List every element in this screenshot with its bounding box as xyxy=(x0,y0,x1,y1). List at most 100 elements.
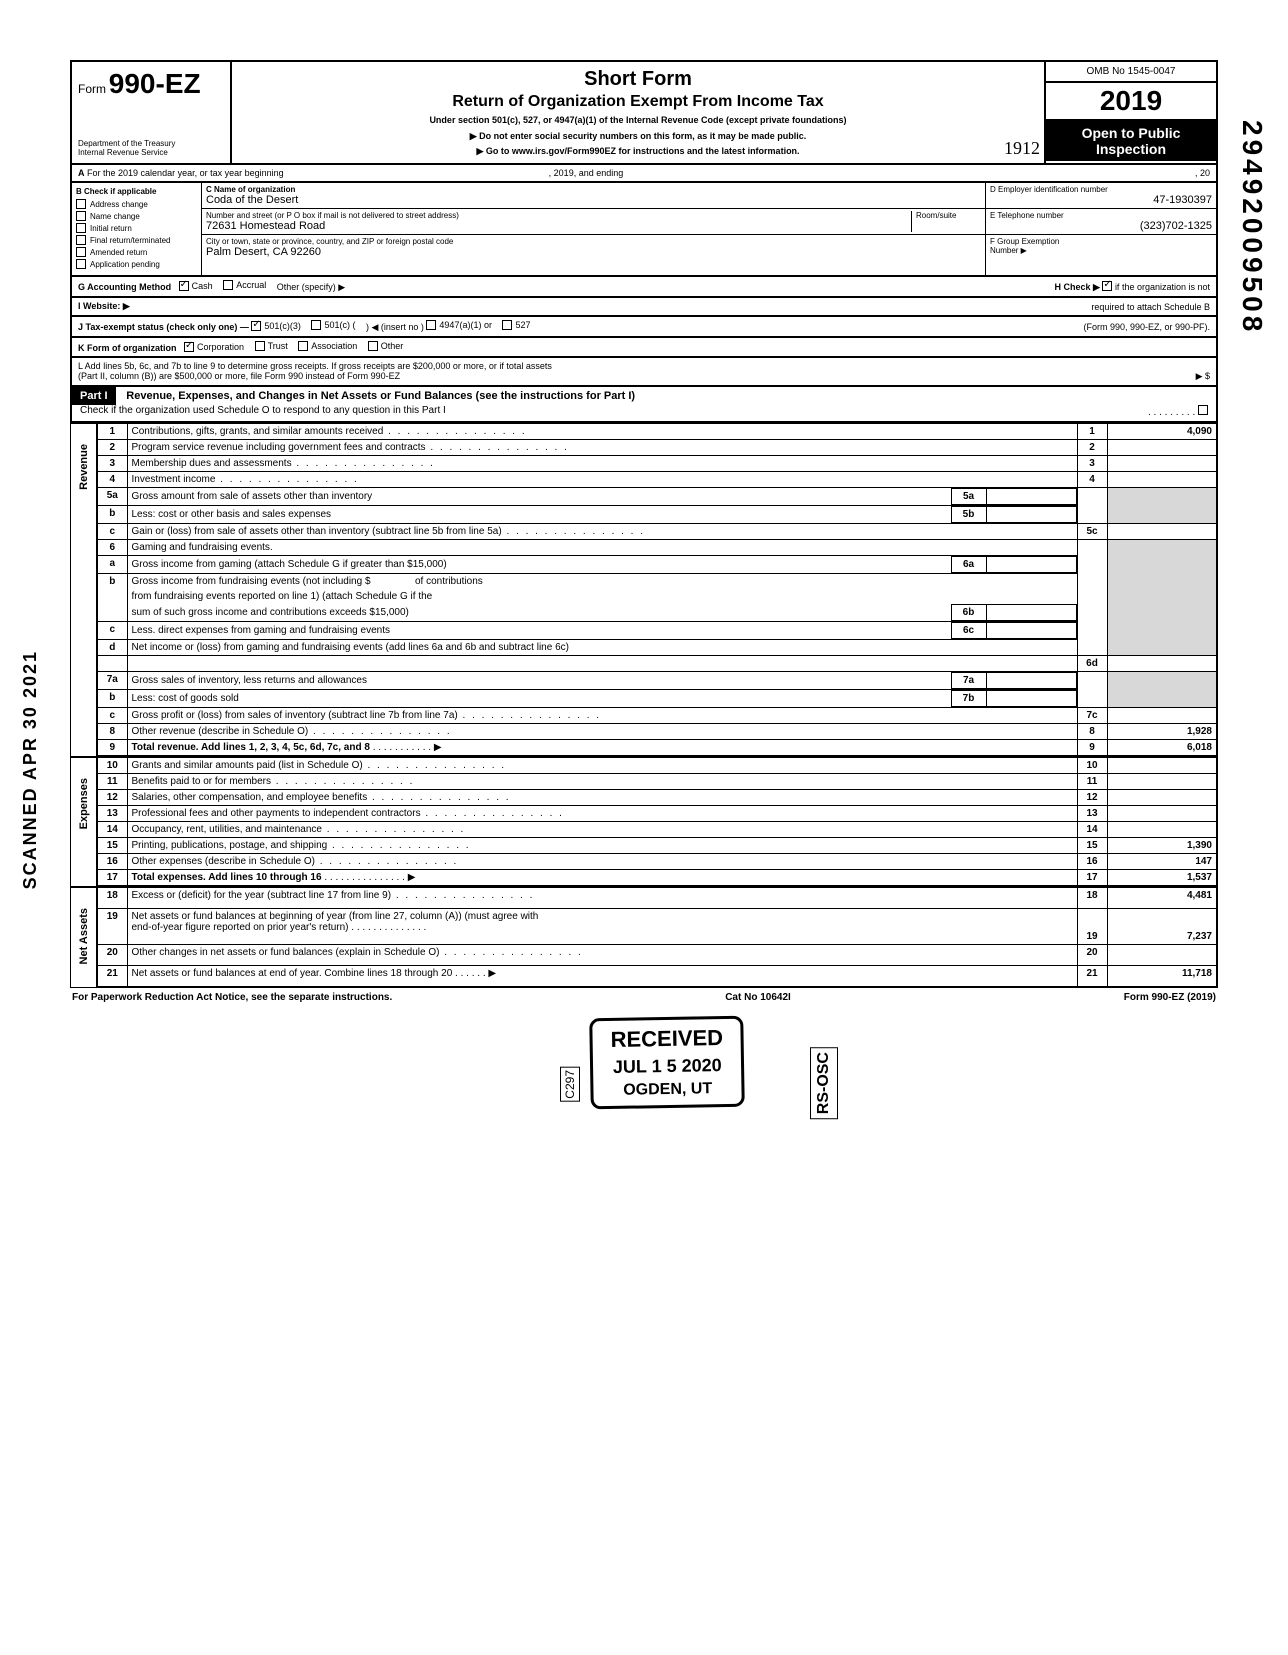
row-i: I Website: ▶ required to attach Schedule… xyxy=(70,298,1218,317)
row-a: A For the 2019 calendar year, or tax yea… xyxy=(70,165,1218,183)
stamp-c297: C297 xyxy=(560,1067,580,1102)
barcode-digits: 29492009508 xyxy=(1236,120,1268,335)
chk-4947[interactable]: 4947(a)(1) or xyxy=(426,320,492,330)
part1-title: Revenue, Expenses, and Changes in Net As… xyxy=(118,387,643,405)
line15-amt: 1,390 xyxy=(1107,838,1217,854)
chk-amended[interactable]: Amended return xyxy=(76,247,197,257)
line6b-d3: sum of such gross income and contributio… xyxy=(128,605,952,621)
row-k: K Form of organization Corporation Trust… xyxy=(70,338,1218,358)
line3-amt xyxy=(1107,456,1217,472)
identity-block: B Check if applicable Address change Nam… xyxy=(70,183,1218,277)
line14-amt xyxy=(1107,822,1217,838)
line2-amt xyxy=(1107,440,1217,456)
open-public-2: Inspection xyxy=(1050,141,1212,157)
line18-desc: Excess or (deficit) for the year (subtra… xyxy=(127,888,1077,909)
dept-irs: Internal Revenue Service xyxy=(78,148,224,157)
line6b-d2: from fundraising events reported on line… xyxy=(128,589,1077,605)
chk-527[interactable]: 527 xyxy=(502,320,530,330)
form-header: Form 990-EZ Department of the Treasury I… xyxy=(70,60,1218,165)
line11-desc: Benefits paid to or for members xyxy=(127,774,1077,790)
subtitle: Under section 501(c), 527, or 4947(a)(1)… xyxy=(240,115,1036,125)
line20-desc: Other changes in net assets or fund bala… xyxy=(127,944,1077,965)
stamp-received: RECEIVED JUL 1 5 2020 OGDEN, UT xyxy=(589,1016,745,1110)
line19-amt: 7,237 xyxy=(1107,909,1217,945)
line6b-pre: Gross income from fundraising events (no… xyxy=(132,576,371,587)
line17-desc: Total expenses. Add lines 10 through 16 xyxy=(132,872,322,883)
line6d-desc: Net income or (loss) from gaming and fun… xyxy=(127,640,1077,656)
handwritten-year: 1912 xyxy=(1004,138,1040,159)
org-name-label: C Name of organization xyxy=(206,185,981,194)
section-expenses: Expenses xyxy=(70,757,96,887)
year-bold: 19 xyxy=(1131,85,1162,116)
chk-trust[interactable]: Trust xyxy=(255,341,288,351)
line17-amt: 1,537 xyxy=(1107,870,1217,887)
row-a-label: A xyxy=(78,168,85,178)
stamp-area: C297 RECEIVED JUL 1 5 2020 OGDEN, UT RS-… xyxy=(70,1017,1218,1167)
tel-value: (323)702-1325 xyxy=(990,220,1212,232)
chk-name-change[interactable]: Name change xyxy=(76,211,197,221)
stamp-received-text: RECEIVED xyxy=(610,1025,723,1053)
footer-mid: Cat No 10642I xyxy=(725,992,791,1003)
line4-amt xyxy=(1107,472,1217,488)
row-a-end: , 20 xyxy=(1195,168,1210,178)
chk-assoc[interactable]: Association xyxy=(298,341,357,351)
l-arrow: ▶ $ xyxy=(1196,371,1210,382)
title-return: Return of Organization Exempt From Incom… xyxy=(240,93,1036,111)
chk-501c3[interactable]: 501(c)(3) xyxy=(251,321,301,331)
line15-desc: Printing, publications, postage, and shi… xyxy=(127,838,1077,854)
chk-other[interactable]: Other xyxy=(368,341,404,351)
line5c-desc: Gain or (loss) from sale of assets other… xyxy=(127,524,1077,540)
chk-corp[interactable]: Corporation xyxy=(184,342,244,352)
line8-desc: Other revenue (describe in Schedule O) xyxy=(127,724,1077,740)
org-name-value: Coda of the Desert xyxy=(206,194,981,206)
line6d-amt xyxy=(1107,656,1217,672)
chk-accrual[interactable]: Accrual xyxy=(223,280,266,290)
grp-label2: Number ▶ xyxy=(990,246,1212,255)
line16-amt: 147 xyxy=(1107,854,1217,870)
chk-h[interactable] xyxy=(1102,281,1112,291)
expenses-table: 10Grants and similar amounts paid (list … xyxy=(96,757,1218,887)
dept-treasury: Department of the Treasury xyxy=(78,139,224,148)
line19-desc: Net assets or fund balances at beginning… xyxy=(132,911,539,922)
footer-right: Form 990-EZ (2019) xyxy=(1124,992,1216,1003)
h-text: if the organization is not xyxy=(1115,282,1210,292)
line5c-amt xyxy=(1107,524,1217,540)
line14-desc: Occupancy, rent, utilities, and maintena… xyxy=(127,822,1077,838)
chk-501c[interactable]: 501(c) ( xyxy=(311,320,355,330)
instruction-ssn: ▶ Do not enter social security numbers o… xyxy=(240,131,1036,142)
line6c-desc: Less. direct expenses from gaming and fu… xyxy=(128,623,952,639)
addr-value: 72631 Homestead Road xyxy=(206,220,911,232)
stamp-date: JUL 1 5 2020 xyxy=(611,1055,724,1078)
row-a-text: For the 2019 calendar year, or tax year … xyxy=(87,168,284,178)
j-right: (Form 990, 990-EZ, or 990-PF). xyxy=(1083,322,1210,332)
line21-desc: Net assets or fund balances at end of ye… xyxy=(132,968,453,979)
chk-part1-scho[interactable] xyxy=(1198,405,1208,415)
line4-desc: Investment income xyxy=(127,472,1077,488)
line12-amt xyxy=(1107,790,1217,806)
line9-desc: Total revenue. Add lines 1, 2, 3, 4, 5c,… xyxy=(132,742,370,753)
city-label: City or town, state or province, country… xyxy=(206,237,981,246)
line18-amt: 4,481 xyxy=(1107,888,1217,909)
line3-desc: Membership dues and assessments xyxy=(127,456,1077,472)
grp-label: F Group Exemption xyxy=(990,237,1212,246)
chk-final-return[interactable]: Final return/terminated xyxy=(76,235,197,245)
h-subtext: required to attach Schedule B xyxy=(1091,302,1210,312)
line1-amt: 4,090 xyxy=(1107,424,1217,440)
line20-amt xyxy=(1107,944,1217,965)
line7a-desc: Gross sales of inventory, less returns a… xyxy=(128,673,952,689)
h-label: H Check ▶ xyxy=(1054,282,1099,292)
footer-left: For Paperwork Reduction Act Notice, see … xyxy=(72,992,392,1003)
line12-desc: Salaries, other compensation, and employ… xyxy=(127,790,1077,806)
line8-amt: 1,928 xyxy=(1107,724,1217,740)
netassets-table: 18Excess or (deficit) for the year (subt… xyxy=(96,887,1218,988)
line10-amt xyxy=(1107,758,1217,774)
room-label: Room/suite xyxy=(916,211,981,220)
scanned-stamp: SCANNED APR 30 2021 xyxy=(20,650,41,889)
chk-cash[interactable]: Cash xyxy=(179,281,213,291)
chk-address-change[interactable]: Address change xyxy=(76,199,197,209)
line6b-mid: of contributions xyxy=(415,576,483,587)
form-number: 990-EZ xyxy=(109,68,201,99)
line21-amt: 11,718 xyxy=(1107,966,1217,988)
chk-pending[interactable]: Application pending xyxy=(76,259,197,269)
chk-initial-return[interactable]: Initial return xyxy=(76,223,197,233)
